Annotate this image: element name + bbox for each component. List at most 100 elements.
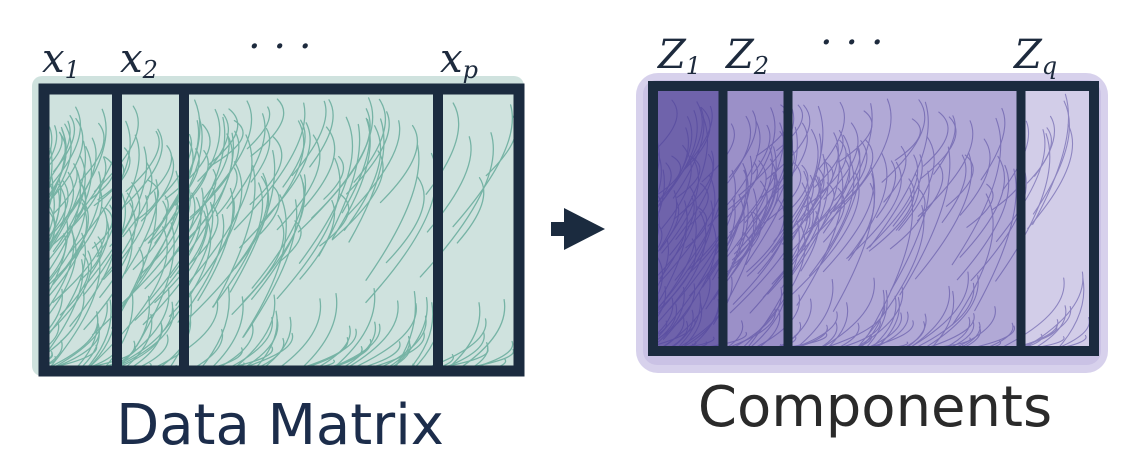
data-matrix: x1 x2 · · · xp Data Matrix [32,24,525,458]
hatch-stroke [93,105,139,193]
hatch-stroke [44,126,53,169]
hatch-stroke [163,215,212,331]
hatch-stroke [705,194,745,310]
hatch-stroke [44,174,54,223]
hatch-stroke [44,233,67,286]
hatch-stroke [144,195,169,242]
hatch-stroke [230,294,276,371]
hatch-stroke [798,134,851,256]
hatch-stroke [365,144,420,281]
hatch-stroke [917,120,974,217]
components-frame [648,81,1099,356]
hatch-stroke [796,160,844,306]
data-column-ellipsis: · · · [248,24,312,70]
hatch-stroke [44,290,85,357]
hatch-stroke [653,200,714,320]
hatch-stroke [140,154,175,222]
hatch-stroke [345,120,401,218]
hatch-stroke [46,185,103,288]
data-column-label-xp: xp [440,36,478,84]
hatch-stroke [653,283,696,343]
hatch-stroke [229,149,276,293]
hatch-stroke [675,150,715,240]
hatch-stroke [111,191,157,329]
hatch-stroke [731,158,778,264]
hatch-stroke [93,147,131,207]
hatch-stroke [823,187,845,243]
hatch-stroke [749,182,809,314]
hatch-stroke [278,220,302,263]
hatch-stroke [44,171,75,251]
hatch-stroke [894,118,921,161]
hatch-stroke [1032,93,1070,225]
hatch-stroke [83,299,112,371]
hatch-stroke [379,124,419,204]
hatch-stroke [239,120,305,249]
hatch-stroke [653,319,696,347]
hatch-stroke [653,238,697,316]
hatch-stroke [820,146,861,264]
hatch-stroke [210,100,253,197]
hatch-stroke [44,231,77,322]
hatch-stroke [1027,124,1074,230]
hatch-stroke [933,115,956,175]
hatch-stroke [1055,277,1085,351]
hatch-stroke [79,236,103,281]
right-arrow-icon [551,208,605,250]
hatch-stroke [249,136,283,206]
hatch-stroke [274,298,322,371]
hatch-stroke [966,183,994,228]
hatch-stroke [776,104,803,152]
hatch-stroke [198,286,230,371]
hatch-stroke [914,152,973,280]
hatch-stroke [941,154,967,223]
hatch-stroke [46,241,101,371]
hatch-stroke [348,118,385,243]
hatch-stroke [995,133,1051,282]
hatch-stroke [101,290,134,371]
hatch-stroke [246,106,271,150]
hatch-stroke [145,145,173,199]
hatch-stroke [455,298,506,371]
hatch-stroke [653,210,707,329]
hatch-stroke [177,133,234,253]
hatch-stroke [728,110,757,178]
hatch-stroke [659,116,709,251]
hatch-stroke [898,135,935,231]
hatch-stroke [233,102,306,231]
hatch-stroke [672,106,705,199]
hatch-stroke [653,238,669,296]
hatch-stroke [684,106,711,170]
hatch-stroke [134,197,202,321]
hatch-stroke [890,170,930,292]
hatch-stroke [298,292,338,371]
component-label-z2: Z2 [724,32,769,80]
hatch-stroke [832,165,876,312]
hatch-stroke [44,207,56,255]
hatch-stroke [147,299,219,371]
hatch-stroke [73,156,107,226]
data-matrix-frame [38,83,525,377]
hatch-stroke [329,288,376,371]
hatch-stroke [653,169,665,229]
hatch-stroke [44,183,67,256]
hatch-stroke [91,207,113,249]
hatch-stroke [951,117,1002,266]
hatch-stroke [456,177,485,244]
hatch-stroke [208,108,239,166]
hatch-stroke [834,146,861,201]
hatch-stroke [243,199,298,338]
hatch-stroke [808,153,855,277]
hatch-stroke [889,187,926,250]
hatch-stroke [794,167,825,227]
hatch-stroke [722,146,777,287]
data-matrix-caption: Data Matrix [116,393,444,458]
hatch-stroke [653,209,660,252]
hatch-stroke [922,111,949,167]
hatch-stroke [44,123,72,211]
hatch-stroke [994,277,1065,351]
hatch-stroke [44,125,58,171]
hatch-stroke [814,98,892,236]
hatch-stroke [653,220,697,316]
hatch-stroke [45,250,92,337]
